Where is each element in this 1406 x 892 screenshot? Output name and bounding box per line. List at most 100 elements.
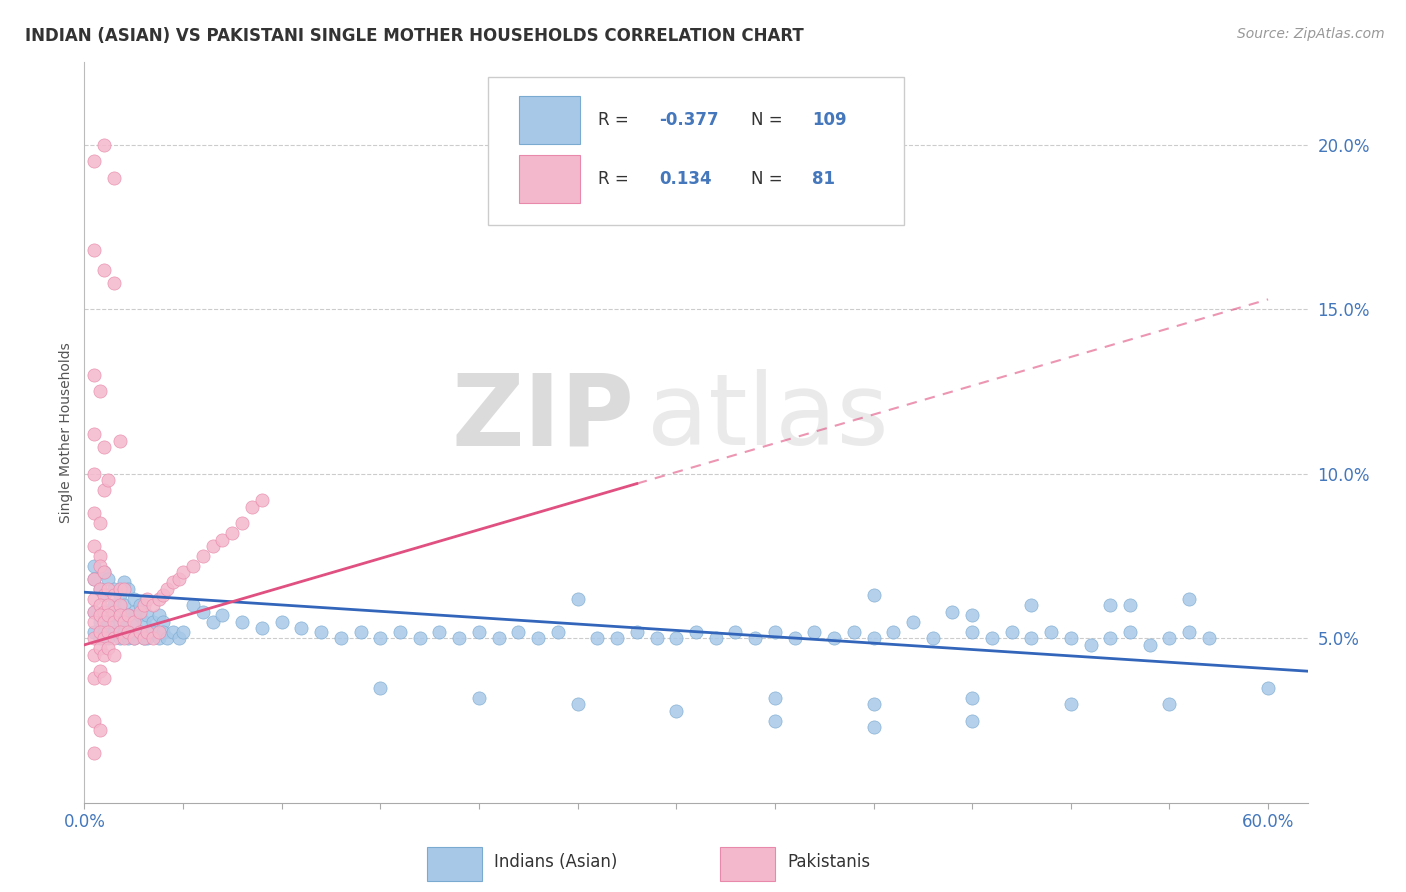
Point xyxy=(89,664,111,678)
Point xyxy=(128,624,150,639)
Point xyxy=(862,720,884,734)
Text: atlas: atlas xyxy=(647,369,889,467)
Text: 81: 81 xyxy=(813,170,835,188)
Point xyxy=(89,615,111,629)
Point xyxy=(112,624,135,639)
Point xyxy=(626,624,648,639)
Point xyxy=(1099,632,1122,646)
Point xyxy=(181,558,204,573)
Point xyxy=(112,615,135,629)
Point xyxy=(240,500,263,514)
Point xyxy=(89,549,111,563)
Point xyxy=(103,608,125,623)
Point xyxy=(89,558,111,573)
Text: N =: N = xyxy=(751,170,783,188)
Point xyxy=(250,493,273,508)
Point xyxy=(429,624,451,639)
Point xyxy=(83,615,105,629)
Point xyxy=(156,582,179,596)
Point xyxy=(468,690,491,705)
Point xyxy=(221,526,243,541)
Point xyxy=(665,704,688,718)
Point xyxy=(97,572,120,586)
Point xyxy=(83,243,105,257)
Point xyxy=(842,624,865,639)
Y-axis label: Single Mother Households: Single Mother Households xyxy=(59,343,73,523)
Point xyxy=(108,632,131,646)
Point xyxy=(93,605,115,619)
Point xyxy=(83,747,105,761)
Point xyxy=(128,599,150,613)
Point xyxy=(409,632,432,646)
Point xyxy=(93,262,115,277)
FancyBboxPatch shape xyxy=(519,155,579,203)
Point xyxy=(83,368,105,382)
Point xyxy=(1080,638,1102,652)
Point xyxy=(112,582,135,596)
Text: 109: 109 xyxy=(813,112,846,129)
Point xyxy=(97,582,120,596)
Point xyxy=(142,632,165,646)
Point xyxy=(763,714,786,728)
Point xyxy=(89,608,111,623)
Point xyxy=(1060,697,1083,711)
Point xyxy=(83,572,105,586)
Point xyxy=(1099,599,1122,613)
Point xyxy=(172,624,194,639)
Point xyxy=(117,608,139,623)
Point xyxy=(108,615,131,629)
Point xyxy=(83,714,105,728)
Point xyxy=(167,572,190,586)
Point xyxy=(93,671,115,685)
Point xyxy=(93,137,115,152)
Point xyxy=(136,608,159,623)
Point xyxy=(1159,632,1181,646)
Point xyxy=(108,608,131,623)
Point xyxy=(1257,681,1279,695)
Point xyxy=(122,632,145,646)
Point xyxy=(803,624,825,639)
Point xyxy=(152,615,174,629)
Point xyxy=(1060,632,1083,646)
Point xyxy=(132,632,155,646)
Point xyxy=(1139,638,1161,652)
Point xyxy=(488,632,510,646)
Point xyxy=(89,632,111,646)
Point xyxy=(103,589,125,603)
Point xyxy=(83,624,105,639)
Point xyxy=(547,624,569,639)
Point xyxy=(93,615,115,629)
Point xyxy=(83,506,105,520)
Point xyxy=(211,608,233,623)
Point xyxy=(744,632,766,646)
Point xyxy=(960,608,983,623)
Point xyxy=(567,697,589,711)
Point xyxy=(172,566,194,580)
Point xyxy=(128,605,150,619)
Point xyxy=(83,539,105,553)
Text: R =: R = xyxy=(598,170,634,188)
Point xyxy=(103,599,125,613)
Point xyxy=(122,591,145,606)
Point xyxy=(148,591,170,606)
Text: ZIP: ZIP xyxy=(451,369,636,467)
Point xyxy=(97,599,120,613)
Point xyxy=(122,605,145,619)
Point xyxy=(136,632,159,646)
Point xyxy=(112,632,135,646)
Point xyxy=(290,621,312,635)
Point xyxy=(108,589,131,603)
Point xyxy=(309,624,332,639)
Point xyxy=(93,483,115,498)
Point xyxy=(167,632,190,646)
Point xyxy=(368,681,391,695)
Point xyxy=(83,572,105,586)
Point xyxy=(162,624,184,639)
Point xyxy=(136,624,159,639)
Point xyxy=(122,615,145,629)
Point xyxy=(148,608,170,623)
Point xyxy=(89,599,111,613)
Point xyxy=(586,632,609,646)
Point xyxy=(724,624,747,639)
Point xyxy=(112,575,135,590)
